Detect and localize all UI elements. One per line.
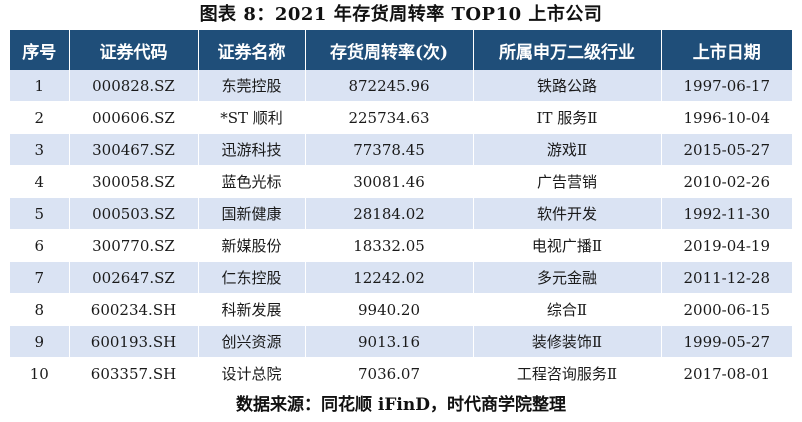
cell-turnover: 7036.07 (305, 357, 474, 390)
cell-security-name: 东莞控股 (198, 70, 306, 102)
header-turnover: 存货周转率(次) (305, 30, 474, 70)
cell-security-name: 科新发展 (198, 293, 306, 326)
cell-industry: 装修装饰Ⅱ (473, 325, 662, 358)
header-index: 序号 (10, 30, 70, 70)
table-caption: 图表 8：2021 年存货周转率 TOP10 上市公司 (199, 4, 603, 25)
table-row: 9 600193.SH 创兴资源 9013.16 装修装饰Ⅱ 1999-05-27 (10, 325, 792, 358)
cell-listing-date: 1999-05-27 (661, 325, 792, 358)
cell-index: 9 (10, 325, 70, 358)
header-security-code: 证券代码 (69, 30, 199, 70)
table-row: 10 603357.SH 设计总院 7036.07 工程咨询服务Ⅱ 2017-08-01 (10, 357, 792, 390)
cell-listing-date: 2017-08-01 (661, 357, 792, 390)
cell-security-name: 国新健康 (198, 197, 306, 230)
cell-turnover: 28184.02 (305, 197, 474, 230)
cell-industry: 电视广播Ⅱ (473, 229, 662, 262)
cell-listing-date: 1996-10-04 (661, 101, 792, 134)
cell-turnover: 872245.96 (305, 70, 474, 102)
cell-index: 2 (10, 101, 70, 134)
cell-industry: 游戏Ⅱ (473, 133, 662, 166)
cell-industry: 铁路公路 (473, 70, 662, 102)
cell-security-name: 设计总院 (198, 357, 306, 390)
cell-index: 3 (10, 133, 70, 166)
cell-industry: 综合Ⅱ (473, 293, 662, 326)
cell-index: 8 (10, 293, 70, 326)
cell-turnover: 9013.16 (305, 325, 474, 358)
cell-listing-date: 1997-06-17 (661, 70, 792, 102)
table-row: 4 300058.SZ 蓝色光标 30081.46 广告营销 2010-02-26 (10, 165, 792, 198)
cell-industry: 工程咨询服务Ⅱ (473, 357, 662, 390)
cell-turnover: 77378.45 (305, 133, 474, 166)
cell-security-name: *ST 顺利 (198, 101, 306, 134)
data-source-note: 数据来源：同花顺 iFinD，时代商学院整理 (235, 395, 566, 415)
cell-index: 1 (10, 70, 70, 102)
cell-security-name: 创兴资源 (198, 325, 306, 358)
cell-industry: 多元金融 (473, 261, 662, 294)
cell-security-code: 000606.SZ (69, 101, 199, 134)
cell-security-code: 300058.SZ (69, 165, 199, 198)
table-row: 1 000828.SZ 东莞控股 872245.96 铁路公路 1997-06-17 (10, 70, 792, 102)
cell-security-code: 300467.SZ (69, 133, 199, 166)
cell-turnover: 12242.02 (305, 261, 474, 294)
table-body: 1 000828.SZ 东莞控股 872245.96 铁路公路 1997-06-17 2 00… (10, 70, 792, 390)
table-row: 5 000503.SZ 国新健康 28184.02 软件开发 1992-11-30 (10, 197, 792, 230)
cell-index: 7 (10, 261, 70, 294)
cell-security-code: 000828.SZ (69, 70, 199, 102)
cell-security-name: 蓝色光标 (198, 165, 306, 198)
cell-turnover: 9940.20 (305, 293, 474, 326)
cell-index: 5 (10, 197, 70, 230)
cell-security-code: 600234.SH (69, 293, 199, 326)
table-row: 6 300770.SZ 新媒股份 18332.05 电视广播Ⅱ 2019-04-19 (10, 229, 792, 262)
cell-index: 10 (10, 357, 70, 390)
cell-security-name: 迅游科技 (198, 133, 306, 166)
header-security-name: 证券名称 (198, 30, 306, 70)
table-row: 2 000606.SZ *ST 顺利 225734.63 IT 服务Ⅱ 1996-10-0… (10, 101, 792, 134)
table-row: 3 300467.SZ 迅游科技 77378.45 游戏Ⅱ 2015-05-27 (10, 133, 792, 166)
cell-industry: IT 服务Ⅱ (473, 101, 662, 134)
cell-turnover: 225734.63 (305, 101, 474, 134)
cell-security-name: 新媒股份 (198, 229, 306, 262)
cell-security-code: 603357.SH (69, 357, 199, 390)
cell-listing-date: 2010-02-26 (661, 165, 792, 198)
table-header-row: 序号 证券代码 证券名称 存货周转率(次) 所属申万二级行业 上市日期 (10, 30, 792, 70)
cell-security-code: 000503.SZ (69, 197, 199, 230)
cell-listing-date: 2011-12-28 (661, 261, 792, 294)
cell-security-code: 300770.SZ (69, 229, 199, 262)
cell-industry: 广告营销 (473, 165, 662, 198)
cell-listing-date: 1992-11-30 (661, 197, 792, 230)
cell-security-code: 002647.SZ (69, 261, 199, 294)
table-row: 7 002647.SZ 仁东控股 12242.02 多元金融 2011-12-28 (10, 261, 792, 294)
cell-listing-date: 2019-04-19 (661, 229, 792, 262)
cell-industry: 软件开发 (473, 197, 662, 230)
cell-index: 4 (10, 165, 70, 198)
cell-security-name: 仁东控股 (198, 261, 306, 294)
cell-index: 6 (10, 229, 70, 262)
cell-security-code: 600193.SH (69, 325, 199, 358)
inventory-turnover-table: 序号 证券代码 证券名称 存货周转率(次) 所属申万二级行业 上市日期 1 000… (10, 30, 792, 390)
cell-listing-date: 2000-06-15 (661, 293, 792, 326)
header-listing-date: 上市日期 (661, 30, 792, 70)
header-industry: 所属申万二级行业 (473, 30, 662, 70)
cell-turnover: 30081.46 (305, 165, 474, 198)
cell-turnover: 18332.05 (305, 229, 474, 262)
cell-listing-date: 2015-05-27 (661, 133, 792, 166)
table-row: 8 600234.SH 科新发展 9940.20 综合Ⅱ 2000-06-15 (10, 293, 792, 326)
